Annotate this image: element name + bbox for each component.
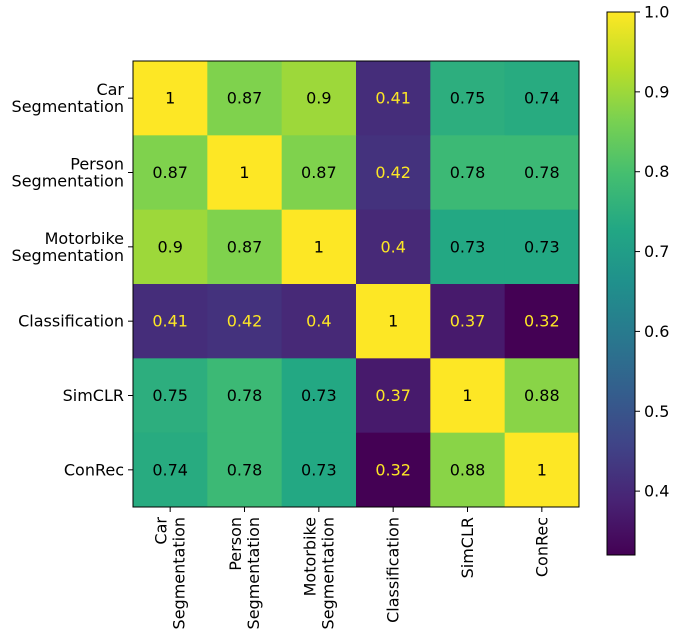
cell-value-label: 0.78 xyxy=(450,163,486,182)
heatmap-cell-labels: 1 0.87 0.9 0.41 0.75 0.740.87 1 0.87 0.42 0.78 0.7… xyxy=(152,89,559,480)
cell-value-label: 1 xyxy=(537,460,547,479)
cell-value-label: 1 xyxy=(239,163,249,182)
colorbar-tick-label: 0.9 xyxy=(644,82,669,101)
heatmap-cell-classification-classification xyxy=(356,284,431,359)
x-tick-label-person-segmentation: PersonSegmentation xyxy=(226,517,263,629)
heatmap-cell-car-segmentation-car-segmentation xyxy=(133,61,208,136)
x-tick-label-car-segmentation: CarSegmentation xyxy=(152,517,189,630)
heatmap-cell-person-segmentation-simclr xyxy=(430,135,506,211)
x-tick-label-simclr: SimCLR xyxy=(458,517,477,578)
cell-value-label: 0.9 xyxy=(306,89,331,108)
heatmap-cell-motorbike-segmentation-person-segmentation xyxy=(207,209,283,285)
heatmap-cell-classification-conrec xyxy=(504,284,580,359)
heatmap-cell-simclr-conrec xyxy=(504,358,580,434)
x-tick-label-motorbike-segmentation: MotorbikeSegmentation xyxy=(300,517,337,629)
colorbar-tick-label: 0.8 xyxy=(644,162,669,181)
colorbar-tick-label: 1.0 xyxy=(644,3,669,22)
heatmap-cell-classification-car-segmentation xyxy=(133,284,208,359)
y-axis-ticks: Car Segmentation Person Segmentation Motorbi… xyxy=(12,80,133,479)
cell-value-label: 0.32 xyxy=(524,312,560,331)
colorbar-tick-label: 0.7 xyxy=(644,242,669,261)
heatmap-cell-classification-motorbike-segmentation xyxy=(281,284,357,359)
heatmap-cell-classification-simclr xyxy=(430,284,506,359)
heatmap-cell-car-segmentation-motorbike-segmentation xyxy=(281,61,357,136)
cell-value-label: 0.73 xyxy=(301,460,337,479)
cell-value-label: 0.9 xyxy=(157,237,182,256)
cell-value-label: 0.4 xyxy=(380,237,405,256)
plot-frame xyxy=(132,60,580,508)
y-tick-label-car-segmentation: Car Segmentation xyxy=(12,80,125,116)
colorbar-tick-label: 0.6 xyxy=(644,322,669,341)
cell-value-label: 0.41 xyxy=(152,312,188,331)
cell-value-label: 0.4 xyxy=(306,312,331,331)
x-tick-label-conrec: ConRec xyxy=(532,517,551,577)
heatmap-cell-simclr-simclr xyxy=(430,358,506,434)
heatmap-cell-simclr-person-segmentation xyxy=(207,358,283,434)
heatmap-cell-motorbike-segmentation-classification xyxy=(356,209,431,285)
y-tick-label-classification: Classification xyxy=(18,312,124,331)
heatmap-cell-conrec-classification xyxy=(356,432,431,508)
cell-value-label: 0.37 xyxy=(375,386,411,405)
cell-value-label: 0.42 xyxy=(227,312,263,331)
cell-value-label: 0.87 xyxy=(227,89,263,108)
cell-value-label: 0.42 xyxy=(375,163,411,182)
heatmap-cell-motorbike-segmentation-simclr xyxy=(430,209,506,285)
heatmap-cell-car-segmentation-conrec xyxy=(504,61,580,136)
y-tick-label-motorbike-segmentation: Motorbike Segmentation xyxy=(12,229,124,265)
heatmap-cell-simclr-classification xyxy=(356,358,431,434)
cell-value-label: 0.75 xyxy=(152,386,188,405)
x-tick-label-classification: Classification xyxy=(384,517,403,623)
cell-value-label: 0.87 xyxy=(152,163,188,182)
colorbar-tick-label: 0.4 xyxy=(644,482,669,501)
heatmap-cell-motorbike-segmentation-car-segmentation xyxy=(133,209,208,285)
y-tick-label-conrec: ConRec xyxy=(64,460,124,479)
x-axis-ticks: CarSegmentation PersonSegmentation Motorbi… xyxy=(152,507,551,630)
y-tick-label-simclr: SimCLR xyxy=(63,386,124,405)
heatmap-cell-conrec-motorbike-segmentation xyxy=(281,432,357,508)
heatmap-cell-conrec-simclr xyxy=(430,432,506,508)
cell-value-label: 0.78 xyxy=(524,163,560,182)
heatmap-cell-person-segmentation-classification xyxy=(356,135,431,211)
heatmap-cell-conrec-person-segmentation xyxy=(207,432,283,508)
cell-value-label: 1 xyxy=(462,386,472,405)
heatmap-cell-conrec-conrec xyxy=(504,432,580,508)
cell-value-label: 0.78 xyxy=(227,386,263,405)
heatmap-cell-car-segmentation-person-segmentation xyxy=(207,61,283,136)
cell-value-label: 1 xyxy=(388,312,398,331)
heatmap-cell-simclr-motorbike-segmentation xyxy=(281,358,357,434)
cell-value-label: 0.73 xyxy=(301,386,337,405)
cell-value-label: 0.37 xyxy=(450,312,486,331)
heatmap-cell-simclr-car-segmentation xyxy=(133,358,208,434)
colorbar-tick-label: 0.5 xyxy=(644,402,669,421)
cell-value-label: 0.88 xyxy=(524,386,560,405)
heatmap-cell-person-segmentation-person-segmentation xyxy=(207,135,283,211)
heatmap-cell-motorbike-segmentation-conrec xyxy=(504,209,580,285)
cell-value-label: 0.78 xyxy=(227,460,263,479)
cell-value-label: 0.88 xyxy=(450,460,486,479)
heatmap-cell-car-segmentation-simclr xyxy=(430,61,506,136)
colorbar: 0.4 0.5 0.6 0.7 0.8 0.9 1.0 xyxy=(606,3,669,556)
heatmap-cells xyxy=(133,61,580,508)
cell-value-label: 0.32 xyxy=(375,460,411,479)
cell-value-label: 0.75 xyxy=(450,89,486,108)
heatmap-cell-conrec-car-segmentation xyxy=(133,432,208,508)
cell-value-label: 0.41 xyxy=(375,89,411,108)
heatmap-cell-person-segmentation-car-segmentation xyxy=(133,135,208,211)
colorbar-gradient xyxy=(606,11,636,556)
cell-value-label: 0.74 xyxy=(152,460,188,479)
cell-value-label: 0.87 xyxy=(301,163,337,182)
heatmap-cell-classification-person-segmentation xyxy=(207,284,283,359)
cell-value-label: 1 xyxy=(314,237,324,256)
heatmap-cell-person-segmentation-conrec xyxy=(504,135,580,211)
heatmap-cell-motorbike-segmentation-motorbike-segmentation xyxy=(281,209,357,285)
cell-value-label: 0.87 xyxy=(227,237,263,256)
cell-value-label: 1 xyxy=(165,89,175,108)
heatmap-cell-car-segmentation-classification xyxy=(356,61,431,136)
cell-value-label: 0.74 xyxy=(524,89,560,108)
cell-value-label: 0.73 xyxy=(524,237,560,256)
cell-value-label: 0.73 xyxy=(450,237,486,256)
heatmap-cell-person-segmentation-motorbike-segmentation xyxy=(281,135,357,211)
y-tick-label-person-segmentation: Person Segmentation xyxy=(12,155,124,191)
